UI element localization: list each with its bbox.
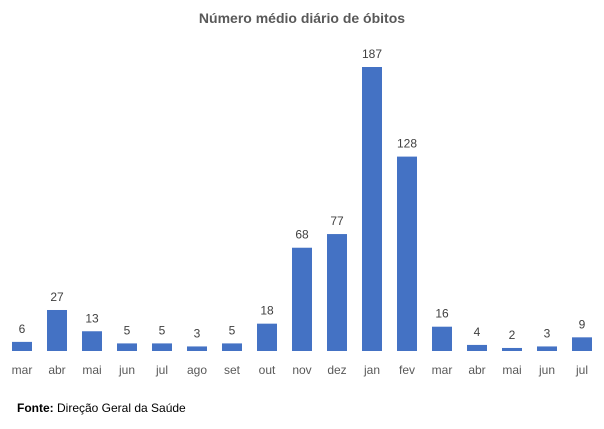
data-label: 9 bbox=[579, 317, 586, 331]
data-label: 18 bbox=[260, 304, 274, 318]
x-tick-label: jun bbox=[538, 363, 555, 377]
bar-jul-16 bbox=[572, 337, 592, 351]
bar-abr-13 bbox=[467, 344, 487, 351]
data-label: 77 bbox=[330, 214, 344, 228]
bar-jan-10 bbox=[362, 67, 382, 351]
data-label: 5 bbox=[229, 323, 236, 337]
data-label: 3 bbox=[544, 326, 551, 340]
bar-mai-2 bbox=[82, 331, 102, 351]
bar-mar-12 bbox=[432, 326, 452, 351]
x-tick-label: mar bbox=[12, 363, 33, 377]
x-tick-label: set bbox=[224, 363, 241, 377]
x-tick-label: dez bbox=[327, 363, 346, 377]
x-tick-label: mai bbox=[502, 363, 521, 377]
x-tick-label: ago bbox=[187, 363, 207, 377]
x-tick-label: abr bbox=[468, 363, 485, 377]
data-label: 3 bbox=[194, 326, 201, 340]
x-tick-label: mar bbox=[432, 363, 453, 377]
source-label: Fonte: bbox=[17, 401, 54, 415]
data-label: 5 bbox=[159, 323, 166, 337]
data-label: 5 bbox=[124, 323, 131, 337]
bar-dez-9 bbox=[327, 234, 347, 351]
bar-set-6 bbox=[222, 343, 242, 351]
bar-abr-1 bbox=[47, 309, 67, 351]
data-label: 6 bbox=[19, 322, 26, 336]
data-label: 4 bbox=[474, 325, 481, 339]
x-tick-label: jul bbox=[575, 363, 588, 377]
bar-ago-5 bbox=[187, 346, 207, 351]
source-text: Direção Geral da Saúde bbox=[53, 401, 186, 415]
bar-jul-4 bbox=[152, 343, 172, 351]
data-label: 27 bbox=[50, 290, 64, 304]
x-tick-label: out bbox=[259, 363, 276, 377]
bar-fev-11 bbox=[397, 156, 417, 351]
data-label: 13 bbox=[85, 311, 99, 325]
data-label: 187 bbox=[362, 47, 382, 61]
data-label: 2 bbox=[509, 328, 516, 342]
x-tick-label: fev bbox=[399, 363, 415, 377]
bar-out-7 bbox=[257, 323, 277, 351]
x-tick-label: abr bbox=[48, 363, 65, 377]
data-label: 128 bbox=[397, 137, 417, 151]
bar-jun-3 bbox=[117, 343, 137, 351]
bar-nov-8 bbox=[292, 247, 312, 351]
data-label: 68 bbox=[295, 228, 309, 242]
x-tick-label: jul bbox=[155, 363, 168, 377]
x-tick-label: nov bbox=[292, 363, 311, 377]
x-tick-label: mai bbox=[82, 363, 101, 377]
bar-mar-0 bbox=[12, 341, 32, 351]
data-label: 16 bbox=[435, 307, 449, 321]
chart-title: Número médio diário de óbitos bbox=[199, 10, 405, 26]
bar-jun-15 bbox=[537, 346, 557, 351]
bar-mai-14 bbox=[502, 347, 522, 351]
x-tick-label: jan bbox=[363, 363, 380, 377]
x-tick-label: jun bbox=[118, 363, 135, 377]
source-note: Fonte: Direção Geral da Saúde bbox=[17, 401, 186, 415]
